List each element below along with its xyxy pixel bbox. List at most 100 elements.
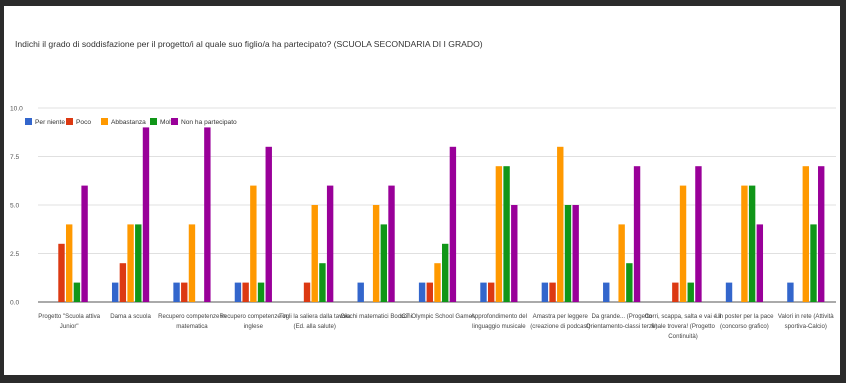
bar-poco	[303, 282, 311, 302]
bar-poco	[119, 263, 127, 302]
category-label: Recupero competenze in	[158, 313, 226, 320]
bar-non-ha-partecipato	[388, 185, 395, 302]
category-label: (creazione di podcast)	[530, 323, 590, 330]
bar-per-niente	[603, 282, 610, 302]
bar-abbastanza	[65, 224, 73, 302]
bar-poco	[426, 282, 433, 302]
bar-abbastanza	[250, 185, 257, 302]
category-label: finale trovera! (Progetto	[651, 323, 715, 330]
category-label: Giochi matematici Bocconi	[340, 313, 412, 320]
category-label: Un poster per la pace	[715, 313, 774, 320]
bar-non-ha-partecipato	[81, 185, 88, 302]
bar-non-ha-partecipato	[265, 146, 272, 302]
category-label: Corri, scappa, salta e vai e il	[645, 313, 722, 320]
category-label: ICT Olympic School Games	[400, 313, 475, 320]
legend-swatch	[150, 118, 157, 125]
bar-non-ha-partecipato	[695, 166, 702, 302]
bar-poco	[58, 243, 65, 302]
category-label: sportiva-Calcio)	[785, 323, 827, 330]
bar-per-niente	[234, 282, 242, 302]
category-label: (Ed. alla salute)	[294, 323, 336, 330]
category-label: Orientamento-classi terze)	[586, 323, 657, 330]
bar-abbastanza	[188, 224, 196, 302]
category-label: matematica	[176, 323, 208, 330]
bar-non-ha-partecipato	[818, 166, 825, 302]
category-labels: Progetto "Scuola attiva Junior" Dama a scu…	[38, 313, 834, 340]
bar-molto	[73, 282, 81, 302]
bar-abbastanza	[434, 263, 441, 302]
legend-label: Per niente	[35, 119, 65, 126]
y-tick-label: 7.5	[10, 154, 19, 161]
bar-per-niente	[173, 282, 180, 302]
bar-non-ha-partecipato	[142, 127, 150, 303]
category-label: linguaggio musicale	[472, 323, 526, 330]
category-label: Approfondimento del	[471, 313, 527, 320]
bar-non-ha-partecipato	[572, 205, 579, 302]
bar-abbastanza	[495, 166, 503, 302]
legend-swatch	[66, 118, 73, 125]
bar-per-niente	[111, 282, 119, 302]
bar-abbastanza	[557, 146, 564, 302]
y-tick-label: 5.0	[10, 202, 19, 209]
bar-non-ha-partecipato	[449, 146, 457, 302]
bar-chart: Indichi il grado di soddisfazione per il…	[10, 39, 836, 340]
legend-label: Non ha partecipato	[181, 119, 237, 126]
bar-poco	[672, 282, 679, 302]
bar-per-niente	[725, 282, 733, 302]
y-tick-label: 10.0	[10, 105, 23, 112]
bar-molto	[442, 243, 449, 302]
category-label: Junior"	[60, 323, 79, 330]
legend-label: Abbastanza	[111, 119, 146, 126]
category-label: Continuità)	[668, 333, 697, 340]
category-label: Dama a scuola	[110, 313, 151, 320]
chart-card: Indichi il grado di soddisfazione per il…	[4, 6, 840, 375]
bar-non-ha-partecipato	[204, 127, 211, 303]
bar-molto	[748, 185, 756, 302]
bar-abbastanza	[311, 205, 318, 302]
gridlines: 0.0 2.5 5.0 7.5 10.0	[10, 105, 836, 306]
bar-abbastanza	[679, 185, 687, 302]
bar-molto	[257, 282, 265, 302]
bar-molto	[810, 224, 817, 302]
bar-poco	[242, 282, 249, 302]
bar-per-niente	[480, 282, 487, 302]
category-label: Valori in rete (Attività	[778, 313, 834, 320]
legend-swatch	[25, 118, 32, 125]
legend-label: Poco	[76, 119, 91, 126]
bar-abbastanza	[127, 224, 134, 302]
category-label: Togli la saliera dalla tavola	[279, 313, 351, 320]
bar-molto	[564, 205, 572, 302]
bar-abbastanza	[372, 205, 380, 302]
bar-non-ha-partecipato	[511, 205, 518, 302]
bar-molto	[135, 224, 142, 302]
bar-per-niente	[541, 282, 549, 302]
category-label: inglese	[244, 323, 264, 330]
bar-per-niente	[418, 282, 426, 302]
bar-abbastanza	[802, 166, 810, 302]
bar-molto	[503, 166, 510, 302]
bar-abbastanza	[618, 224, 625, 302]
legend-swatch	[101, 118, 108, 125]
category-label: Da grande... (Progetto	[592, 313, 653, 320]
bar-poco	[181, 282, 188, 302]
category-label: (concorso grafico)	[720, 323, 769, 330]
bar-per-niente	[357, 282, 364, 302]
bar-molto	[687, 282, 694, 302]
legend-label: Molto	[160, 119, 176, 126]
legend-swatch	[171, 118, 178, 125]
bar-non-ha-partecipato	[756, 224, 764, 302]
bar-molto	[380, 224, 388, 302]
category-label: Recupero competenze in	[219, 313, 287, 320]
chart-title: Indichi il grado di soddisfazione per il…	[15, 39, 483, 49]
legend: Per niente Poco Abbastanza Molto Non ha part…	[25, 118, 237, 126]
bar-abbastanza	[741, 185, 748, 302]
bar-poco	[487, 282, 495, 302]
category-label: Progetto "Scuola attiva	[38, 313, 100, 320]
bar-per-niente	[787, 282, 794, 302]
bar-poco	[549, 282, 556, 302]
bar-molto	[319, 263, 326, 302]
y-tick-label: 0.0	[10, 299, 19, 306]
y-tick-label: 2.5	[10, 251, 19, 258]
bar-molto	[626, 263, 633, 302]
bar-non-ha-partecipato	[326, 185, 334, 302]
